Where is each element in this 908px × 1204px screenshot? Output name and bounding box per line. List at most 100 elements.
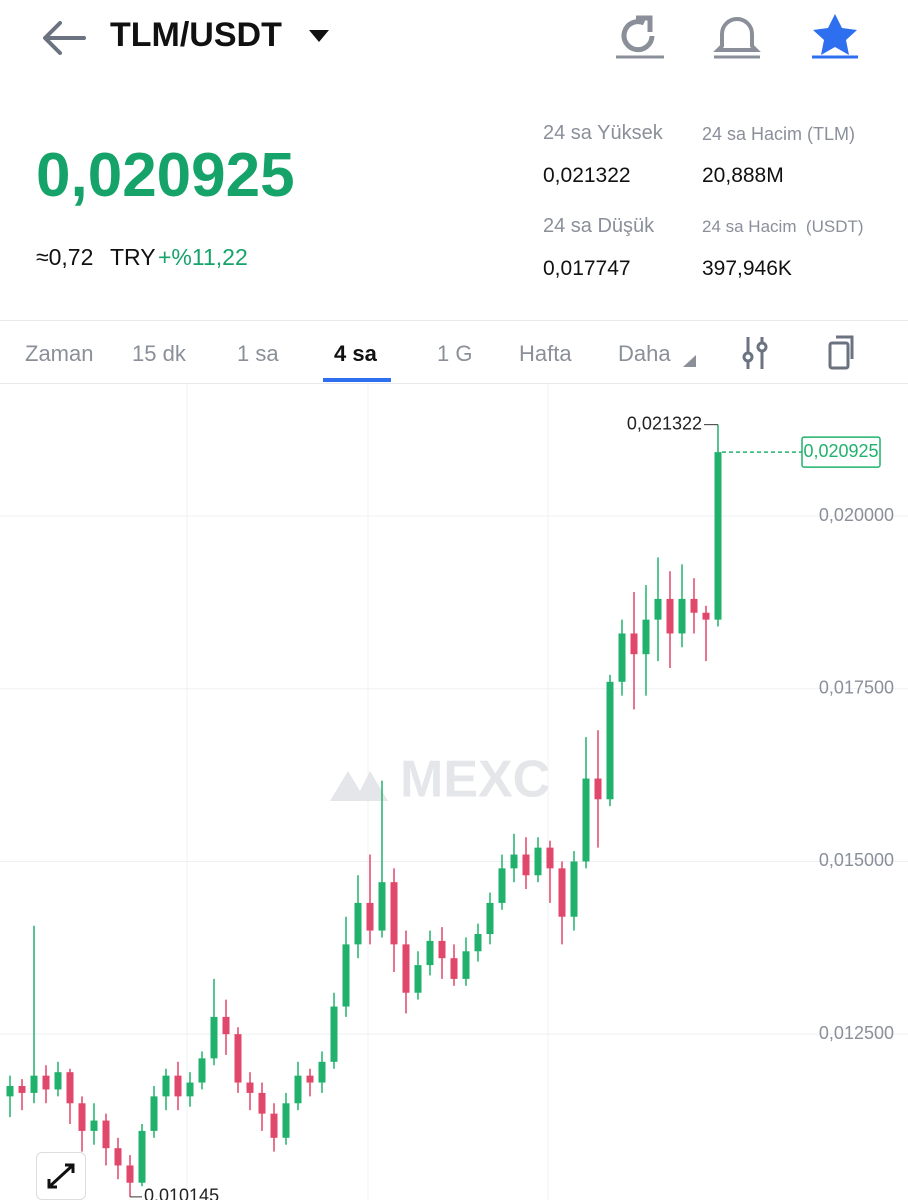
watermark: MEXC: [400, 751, 550, 809]
candle-body: [90, 1120, 98, 1131]
candle-body: [486, 902, 494, 934]
candle-body: [390, 882, 398, 945]
candle-body: [678, 598, 686, 634]
candle-body: [570, 861, 578, 917]
candle-body: [282, 1103, 290, 1138]
candle-body: [234, 1034, 242, 1083]
stat-value: 397,946K: [702, 257, 792, 280]
copy-icon[interactable]: [826, 333, 860, 371]
stat-value: 20,888M: [702, 164, 784, 187]
candle-body: [174, 1075, 182, 1097]
tab-indicator: [323, 378, 391, 382]
candle-body: [522, 854, 530, 876]
candle-body: [222, 1016, 230, 1035]
tab[interactable]: 15 dk: [132, 341, 186, 366]
candle-body: [318, 1061, 326, 1083]
candle-body: [702, 612, 710, 620]
candle-body: [342, 944, 350, 1007]
favorite-icon[interactable]: [808, 12, 862, 60]
candle-body: [150, 1096, 158, 1131]
candle-body: [186, 1082, 194, 1097]
candle-body: [510, 854, 518, 869]
tab[interactable]: 1 sa: [237, 341, 279, 366]
candle-body: [114, 1148, 122, 1166]
candle-body: [270, 1113, 278, 1138]
candle-body: [78, 1103, 86, 1131]
candle-body: [6, 1086, 14, 1097]
candle-body: [198, 1058, 206, 1083]
candle-body: [630, 633, 638, 655]
expand-icon: [47, 1163, 75, 1189]
candle-body: [366, 902, 374, 931]
tab-bar: Zaman 15 dk 1 sa 4 sa 1 G Hafta Daha: [0, 320, 908, 384]
candle-body: [162, 1075, 170, 1097]
stat-value: 0,017747: [543, 257, 631, 280]
candle-body: [294, 1075, 302, 1104]
dropdown-icon[interactable]: [308, 28, 330, 44]
fiat-currency: TRY: [110, 244, 156, 270]
watermark-logo: [330, 771, 388, 801]
candle-body: [642, 619, 650, 655]
candle-body: [378, 882, 386, 931]
candle-body: [306, 1075, 314, 1083]
candle-body: [450, 958, 458, 979]
candle-body: [210, 1016, 218, 1059]
y-tick-label: 0,015000: [819, 850, 894, 870]
y-tick-label: 0,017500: [819, 677, 894, 697]
candle-body: [438, 940, 446, 959]
candle-body: [654, 598, 662, 620]
last-price: 0,020925: [36, 141, 295, 210]
alert-icon[interactable]: [710, 12, 764, 60]
candle-body: [66, 1072, 74, 1104]
stat-label: 24 sa Yüksek: [543, 122, 663, 144]
tab[interactable]: Daha: [618, 341, 671, 366]
candle-body: [474, 934, 482, 952]
settings-icon[interactable]: [740, 335, 772, 371]
y-tick-label: 0,020000: [819, 505, 894, 525]
stat-label: 24 sa Hacim (TLM): [702, 124, 856, 144]
candle-body: [546, 847, 554, 869]
candle-body: [582, 778, 590, 862]
candle-body: [258, 1092, 266, 1114]
candle-body: [618, 633, 626, 682]
candle-body: [138, 1130, 146, 1183]
candle-body: [498, 868, 506, 903]
candle-body: [354, 902, 362, 945]
last-price-box: [801, 436, 881, 468]
candle-body: [18, 1086, 26, 1093]
candle-body: [330, 1006, 338, 1062]
stat-label: 24 sa Hacim (USDT): [702, 217, 864, 236]
candle-body: [594, 778, 602, 800]
tab[interactable]: Zaman: [25, 341, 94, 366]
candle-body: [30, 1075, 38, 1093]
back-icon[interactable]: [40, 18, 90, 58]
tab[interactable]: 4 sa: [334, 341, 377, 366]
tab[interactable]: Hafta: [519, 341, 572, 366]
stat-value: 0,021322: [543, 164, 631, 187]
candle-body: [426, 940, 434, 966]
candle-body: [42, 1075, 50, 1090]
candle-body: [414, 965, 422, 993]
candle-body: [690, 598, 698, 613]
candle-body: [558, 868, 566, 917]
tab[interactable]: 1 G: [437, 341, 473, 366]
y-tick-label: 0,012500: [819, 1023, 894, 1043]
price-change: +%11,22: [158, 244, 248, 270]
candle-body: [54, 1072, 62, 1090]
candle-body: [402, 944, 410, 993]
candle-body: [606, 681, 614, 800]
expand-button[interactable]: [36, 1152, 86, 1200]
candle-body: [462, 951, 470, 979]
candle-body: [666, 598, 674, 634]
candle-body: [534, 847, 542, 876]
candle-body: [246, 1082, 254, 1093]
high-marker-label: 0,021322: [627, 413, 702, 433]
more-icon: [683, 355, 696, 367]
pair-title[interactable]: TLM/USDT: [110, 16, 282, 54]
share-icon[interactable]: [612, 14, 666, 60]
low-marker-label: 0,010145: [144, 1186, 219, 1200]
candle-body: [102, 1120, 110, 1149]
chart: MEXC 0,012500 0,015000 0,017500 0,020000 0,02…: [0, 383, 908, 1200]
fiat-price: ≈0,72: [36, 244, 94, 270]
